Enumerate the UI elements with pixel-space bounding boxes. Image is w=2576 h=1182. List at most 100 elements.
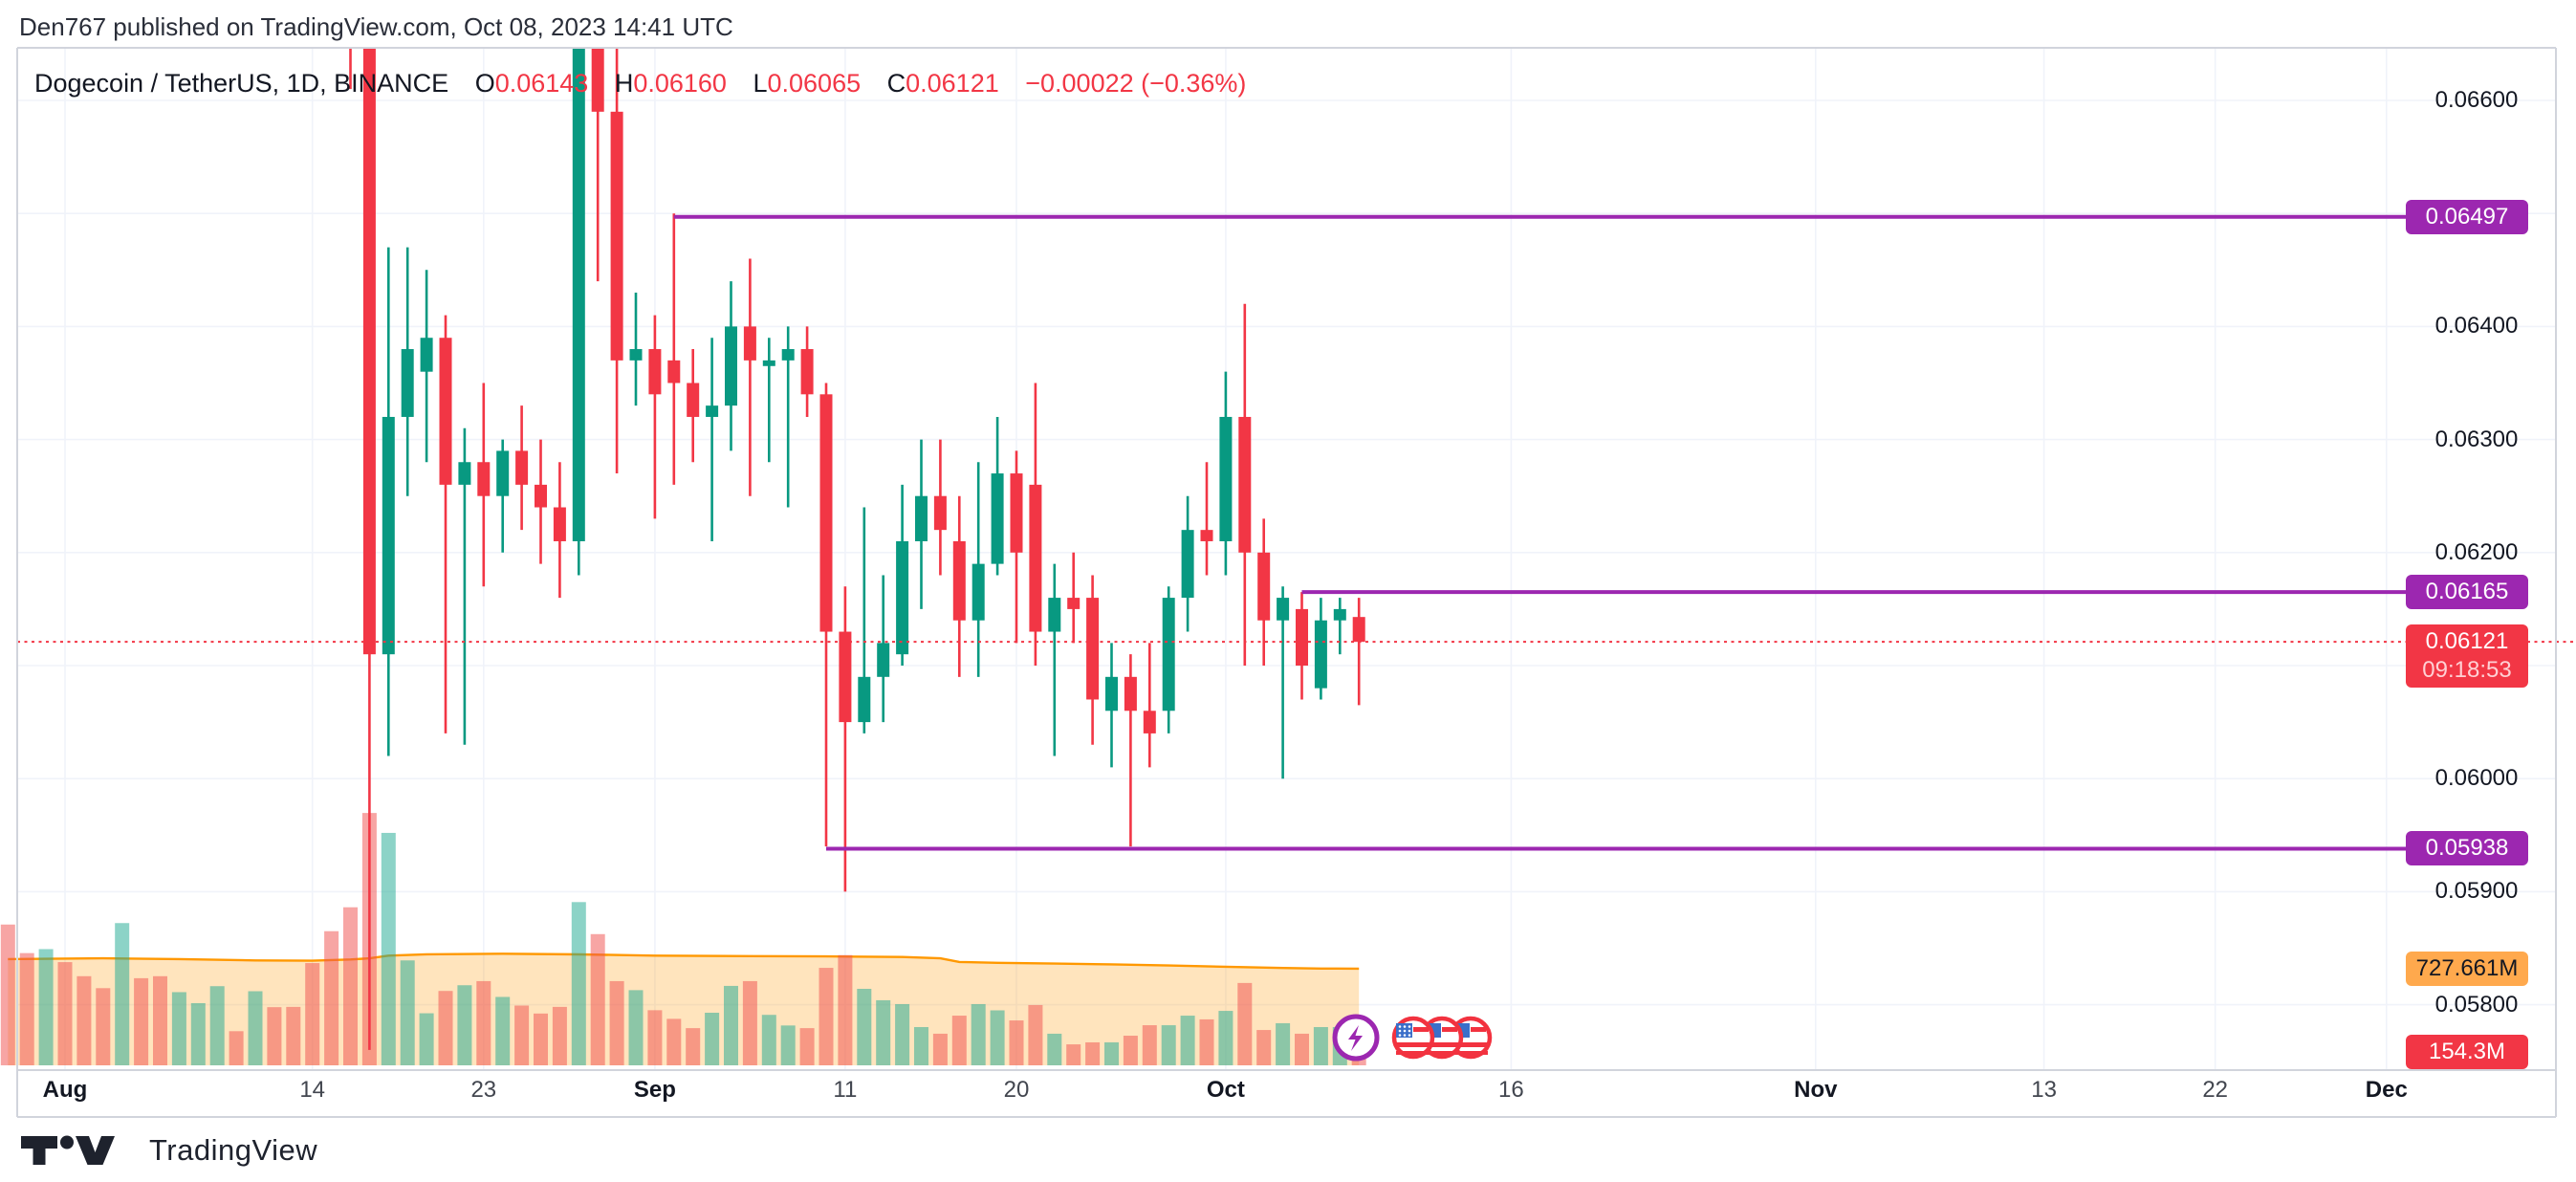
candle-body [496,450,510,496]
time-tick-label: 16 [1498,1077,1524,1103]
candle-body [877,643,890,677]
volume-bar [1295,1033,1309,1065]
candle-body [1162,598,1175,711]
volume-bar [571,902,586,1065]
ohlc-low-label: L [753,69,768,98]
tradingview-watermark[interactable]: TradingView [19,1132,317,1169]
us-flag-icon [1391,1016,1435,1060]
candle-body [1314,620,1327,689]
price-tick-label: 0.06400 [2434,313,2519,339]
volume-bar [457,985,472,1065]
candle-body [1219,416,1233,541]
price-tick-label: 0.06200 [2434,538,2519,565]
volume-bar [1104,1041,1119,1065]
volume-bar [1313,1027,1328,1065]
volume-bar [76,975,92,1065]
time-scale[interactable]: Aug 14 23 Sep 11 20 Oct 16 Nov 13 22 Dec [17,1071,2556,1117]
price-tick-label: 0.06600 [2434,87,2519,113]
volume-bar [857,989,872,1065]
volume-bar [96,988,111,1065]
candle-body [458,462,471,485]
candle-body [1086,598,1100,700]
candle-body [1333,608,1346,621]
volume-bar [324,930,339,1065]
volume-bar [514,1005,530,1065]
volume-bar [895,1003,910,1065]
volume-bar [647,1010,663,1065]
candle-body [743,326,756,361]
volume-bar [229,1031,244,1065]
volume-bar [951,1016,967,1065]
volume-bar [0,924,15,1065]
volume-bar [609,980,624,1065]
candle-body [1029,484,1042,632]
volume-bar [476,980,491,1065]
time-tick-label: 13 [2031,1077,2057,1103]
volume-bar [19,952,34,1065]
candle-body [629,349,643,361]
price-tick-label: 0.06000 [2434,765,2519,792]
volume-bar [209,986,225,1065]
published-header: Den767 published on TradingView.com, Oct… [19,12,733,41]
candle-body [706,405,719,417]
chart-markers[interactable] [1327,1006,1528,1073]
price-scale[interactable]: 0.06600 0.06400 0.06300 0.06200 0.06000 0.059… [2400,48,2576,1070]
volume-bar [534,1013,548,1065]
level-price-badge: 0.06165 [2406,575,2528,610]
candle-body [591,48,604,112]
volume-bar [286,1006,301,1065]
symbol-legend[interactable]: Dogecoin / TetherUS, 1D, BINANCE O0.0614… [34,67,1246,99]
volume-bar [134,977,149,1065]
candle-body [839,631,852,723]
time-tick-label: 20 [1003,1077,1030,1103]
bar-countdown-timer: 09:18:53 [2422,657,2512,684]
volume-bar [876,999,891,1065]
candle-body [933,495,947,531]
volume-bar [1123,1036,1138,1065]
candle-body [1352,617,1365,643]
candle-body [1010,473,1023,553]
candle-body [1257,552,1271,621]
time-tick-label: 11 [833,1077,858,1103]
level-price-badge: 0.05938 [2406,831,2528,866]
volume-bar [1276,1022,1291,1065]
volume-bar [1047,1033,1062,1065]
candle-body [401,349,414,417]
time-tick-label: Aug [42,1077,88,1103]
volume-bar [780,1025,796,1065]
candle-body [382,416,395,655]
volume-bar [819,968,834,1065]
time-tick-label: 22 [2202,1077,2229,1103]
volume-bar [838,954,853,1065]
volume-bar [590,933,605,1065]
time-tick-label: Oct [1206,1077,1245,1103]
volume-bar [38,949,54,1065]
volume-bar [1237,982,1253,1065]
volume-bar [400,960,415,1065]
lightning-icon[interactable] [1332,1014,1380,1062]
candle-body [971,563,985,621]
ohlc-open-value: 0.06143 [494,69,589,98]
volume-bar [419,1013,434,1065]
volume-bar [761,1015,776,1065]
candle-body [1181,530,1194,599]
time-tick-label: Nov [1794,1077,1838,1103]
candle-body [915,495,928,541]
volume-bar [1066,1044,1081,1065]
volume-value-badge: 154.3M [2406,1034,2528,1069]
volume-ma-line [8,952,1360,971]
flag-icons[interactable] [1391,1016,1493,1060]
time-tick-label: Sep [633,1077,676,1103]
candle-body [1200,530,1213,541]
tv-logo-icon [21,1135,115,1165]
time-tick-label: 14 [299,1077,326,1103]
volume-bar [552,1006,567,1065]
candle-body [420,338,433,372]
volume-bar [1085,1041,1101,1065]
candle-body [477,462,491,496]
candle-body [687,383,700,417]
volume-bar [1218,1011,1233,1065]
volume-bar [1009,1020,1024,1065]
